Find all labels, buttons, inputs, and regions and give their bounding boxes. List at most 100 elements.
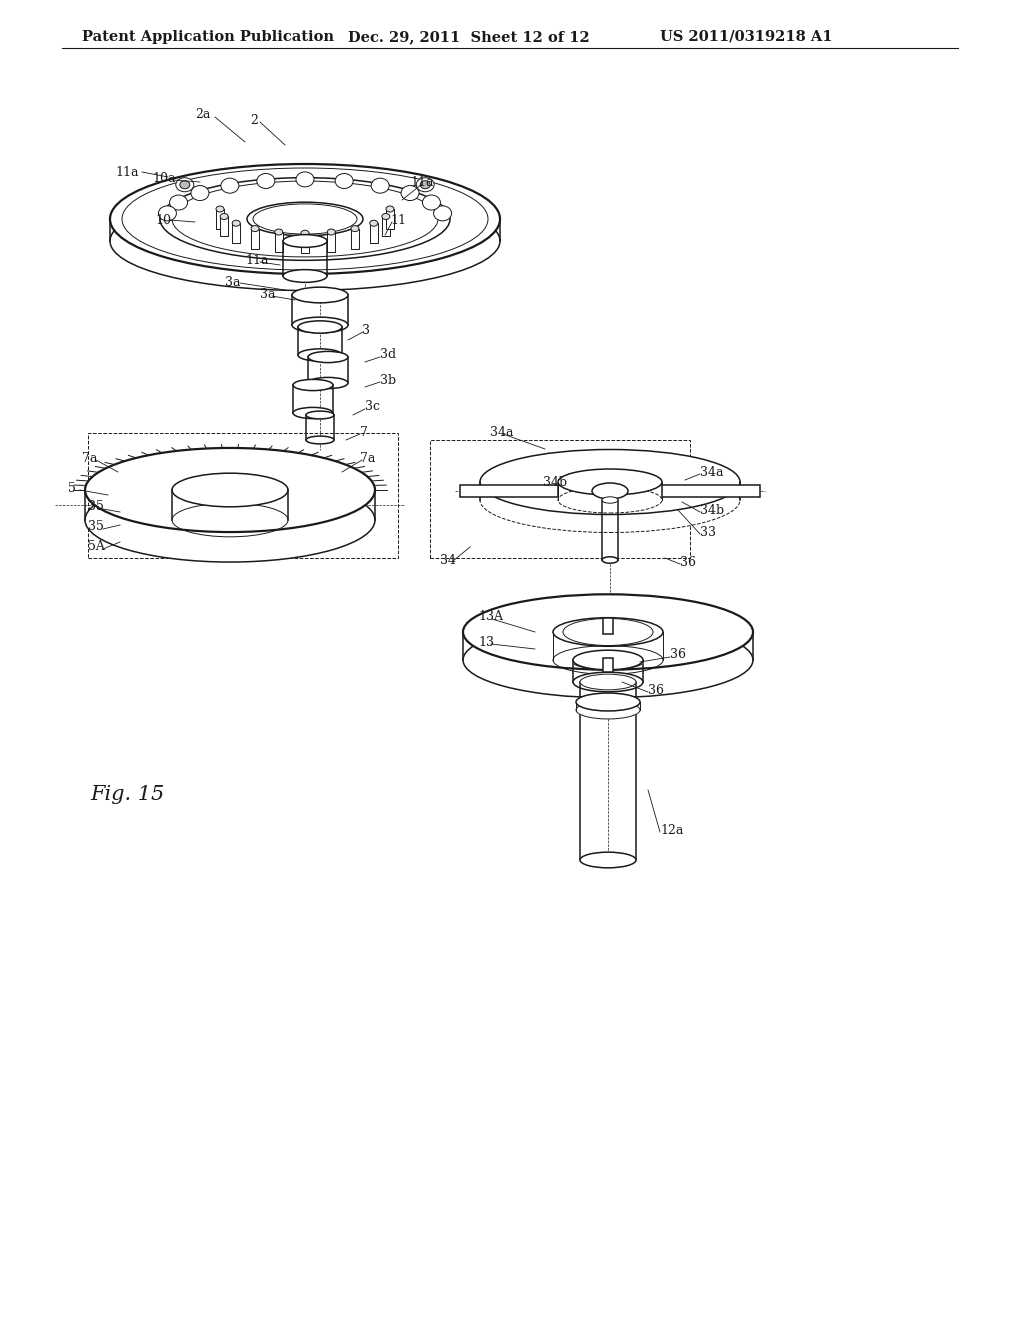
FancyBboxPatch shape: [251, 228, 259, 248]
Ellipse shape: [573, 672, 643, 692]
Ellipse shape: [110, 164, 500, 275]
Ellipse shape: [298, 321, 342, 333]
Text: 3d: 3d: [380, 348, 396, 362]
Ellipse shape: [463, 594, 753, 669]
Ellipse shape: [558, 469, 662, 495]
Text: Patent Application Publication: Patent Application Publication: [82, 30, 334, 44]
Text: 36: 36: [648, 684, 664, 697]
Ellipse shape: [573, 651, 643, 669]
Ellipse shape: [580, 853, 636, 867]
Ellipse shape: [306, 436, 334, 444]
Ellipse shape: [221, 178, 239, 193]
Text: 13A: 13A: [478, 610, 503, 623]
Ellipse shape: [251, 226, 259, 231]
Ellipse shape: [298, 348, 342, 362]
Ellipse shape: [85, 478, 375, 562]
Text: 35: 35: [88, 500, 103, 513]
Ellipse shape: [308, 351, 348, 363]
Text: 33: 33: [700, 525, 716, 539]
Text: 7: 7: [360, 425, 368, 438]
Ellipse shape: [480, 450, 740, 515]
Ellipse shape: [382, 214, 390, 219]
Text: 3c: 3c: [365, 400, 380, 413]
Ellipse shape: [480, 467, 740, 532]
FancyBboxPatch shape: [232, 223, 241, 243]
Ellipse shape: [170, 195, 187, 210]
FancyBboxPatch shape: [603, 657, 613, 672]
FancyBboxPatch shape: [274, 232, 283, 252]
FancyBboxPatch shape: [662, 484, 760, 498]
Ellipse shape: [301, 230, 309, 236]
Ellipse shape: [416, 178, 434, 191]
Ellipse shape: [370, 220, 378, 226]
Ellipse shape: [602, 496, 618, 503]
Text: 36: 36: [680, 556, 696, 569]
FancyBboxPatch shape: [328, 232, 335, 252]
Ellipse shape: [160, 178, 450, 260]
Ellipse shape: [216, 206, 224, 213]
Ellipse shape: [176, 178, 194, 191]
Ellipse shape: [85, 447, 375, 532]
FancyBboxPatch shape: [301, 234, 309, 253]
Text: 13: 13: [478, 635, 494, 648]
Ellipse shape: [351, 226, 359, 231]
Text: US 2011/0319218 A1: US 2011/0319218 A1: [660, 30, 833, 44]
Ellipse shape: [420, 181, 430, 189]
Ellipse shape: [371, 178, 389, 193]
FancyBboxPatch shape: [386, 209, 394, 228]
Text: 34a: 34a: [490, 425, 513, 438]
Text: 11a: 11a: [245, 253, 268, 267]
Text: 34b: 34b: [543, 475, 567, 488]
Text: 7a: 7a: [82, 451, 97, 465]
Text: 3a: 3a: [260, 288, 275, 301]
Ellipse shape: [293, 379, 333, 391]
Text: 10a: 10a: [152, 172, 175, 185]
Text: 7a: 7a: [360, 451, 376, 465]
Text: 3: 3: [362, 323, 370, 337]
Ellipse shape: [257, 173, 274, 189]
Ellipse shape: [602, 557, 618, 564]
Ellipse shape: [580, 675, 636, 690]
Text: 2a: 2a: [195, 108, 210, 121]
Ellipse shape: [283, 235, 327, 247]
Ellipse shape: [308, 378, 348, 388]
Ellipse shape: [274, 230, 283, 235]
Ellipse shape: [292, 288, 348, 302]
Text: 11: 11: [390, 214, 406, 227]
FancyBboxPatch shape: [216, 209, 224, 228]
Ellipse shape: [575, 693, 640, 711]
Ellipse shape: [190, 186, 209, 201]
FancyBboxPatch shape: [382, 216, 390, 236]
Ellipse shape: [172, 473, 288, 507]
Ellipse shape: [220, 214, 228, 219]
Text: 3a: 3a: [225, 276, 241, 289]
Ellipse shape: [463, 622, 753, 698]
FancyBboxPatch shape: [370, 223, 378, 243]
Text: 35: 35: [88, 520, 103, 533]
Ellipse shape: [386, 206, 394, 213]
Ellipse shape: [592, 483, 628, 499]
Ellipse shape: [433, 206, 452, 220]
Ellipse shape: [296, 172, 314, 187]
Ellipse shape: [558, 487, 662, 513]
Text: 10: 10: [155, 214, 171, 227]
Text: 36: 36: [670, 648, 686, 661]
Ellipse shape: [306, 411, 334, 418]
Ellipse shape: [293, 408, 333, 418]
Text: 5A: 5A: [88, 540, 104, 553]
Text: Fig. 15: Fig. 15: [90, 785, 164, 804]
Text: 34b: 34b: [700, 503, 724, 516]
Ellipse shape: [423, 195, 440, 210]
Ellipse shape: [232, 220, 241, 226]
Text: 34a: 34a: [700, 466, 724, 479]
Ellipse shape: [180, 181, 189, 189]
Ellipse shape: [159, 206, 176, 220]
Text: 11a: 11a: [410, 176, 433, 189]
Text: 34: 34: [440, 553, 456, 566]
FancyBboxPatch shape: [603, 618, 613, 634]
FancyBboxPatch shape: [351, 228, 359, 248]
Text: 12a: 12a: [660, 824, 683, 837]
Ellipse shape: [292, 317, 348, 333]
Ellipse shape: [110, 191, 500, 290]
Ellipse shape: [401, 186, 419, 201]
